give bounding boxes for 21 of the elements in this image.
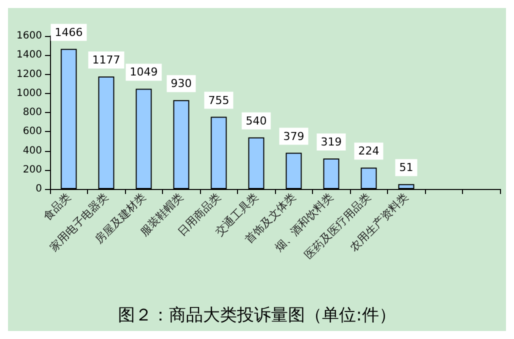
- data-label: 540: [246, 114, 267, 128]
- y-tick-label: 1600: [16, 30, 42, 42]
- y-tick-label: 400: [22, 145, 42, 156]
- data-label: 51: [399, 161, 414, 174]
- data-label: 379: [283, 130, 304, 143]
- data-label: 224: [358, 144, 380, 158]
- data-label: 1049: [130, 66, 158, 79]
- y-tick-label: 1200: [16, 68, 42, 80]
- text: 图２：商品大类投诉量图（单位:件）: [118, 306, 396, 326]
- y-tick-label: 200: [22, 164, 42, 176]
- y-tick-label: 1400: [16, 50, 42, 61]
- x-tick-label: 食品类: [40, 190, 74, 223]
- y-tick-label: 800: [22, 107, 42, 118]
- y-tick-label: 600: [22, 126, 42, 138]
- data-label: 930: [170, 77, 192, 90]
- data-label: 755: [208, 94, 230, 107]
- y-tick-label: 0: [36, 184, 42, 194]
- y-tick-label: 1000: [16, 88, 42, 99]
- data-label: 319: [320, 135, 342, 148]
- data-label: 1466: [54, 26, 83, 39]
- data-label: 1177: [92, 53, 120, 66]
